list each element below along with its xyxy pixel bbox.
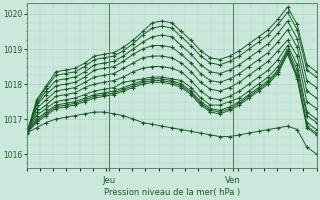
X-axis label: Pression niveau de la mer( hPa ): Pression niveau de la mer( hPa ): [104, 188, 240, 197]
